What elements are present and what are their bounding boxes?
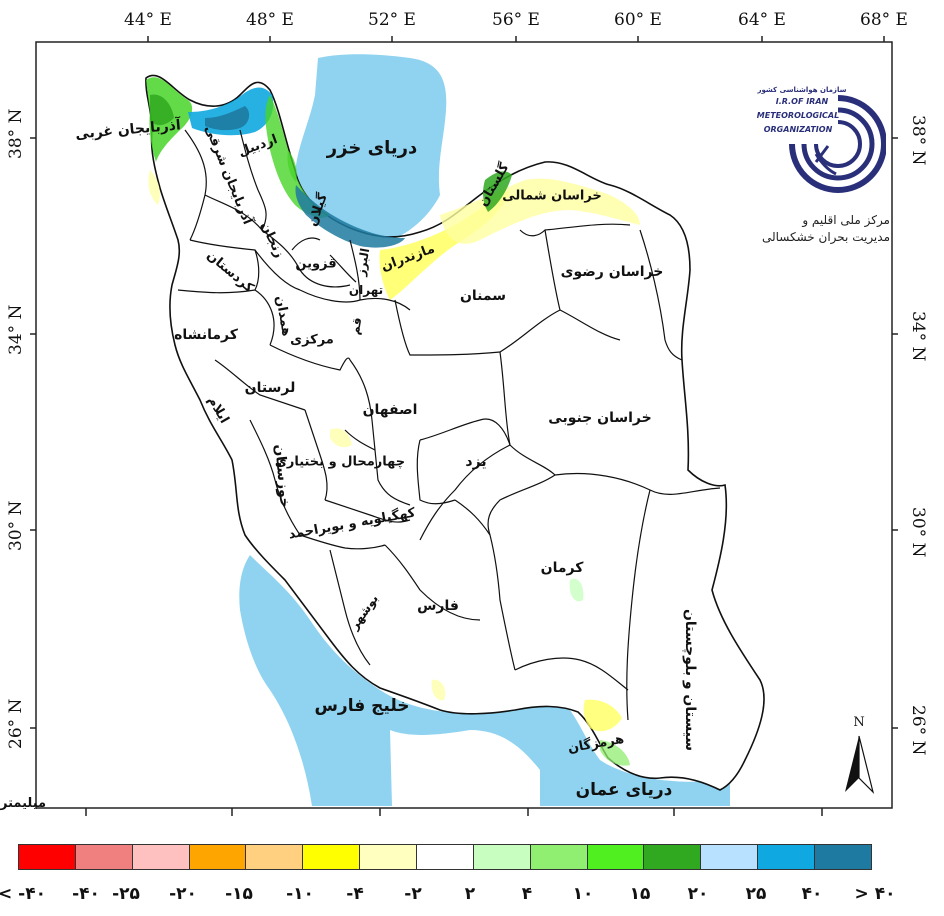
longitude-label: 64° E bbox=[738, 10, 786, 30]
legend-tick-label: -۴ bbox=[346, 884, 364, 904]
legend-tick-label: -۲ bbox=[404, 884, 422, 904]
bottom-ticks bbox=[85, 808, 823, 816]
color-legend bbox=[18, 844, 872, 870]
legend-tick-label: -۲۵ bbox=[112, 884, 140, 904]
legend-swatch bbox=[587, 845, 645, 869]
legend-swatch bbox=[815, 845, 871, 869]
legend-tick-label: > ۴۰ bbox=[854, 884, 896, 904]
legend-tick-label: ۲۵ bbox=[745, 884, 767, 904]
unit-label: میلیمتر bbox=[0, 796, 47, 811]
climate-center-line-1: مرکز ملی اقلیم و bbox=[802, 213, 890, 227]
legend-swatch bbox=[473, 845, 531, 869]
legend-swatch bbox=[189, 845, 247, 869]
province-label: خراسان شمالی bbox=[502, 188, 602, 204]
longitude-label: 44° E bbox=[124, 10, 172, 30]
north-arrow-icon: N bbox=[845, 715, 875, 794]
legend-swatch bbox=[75, 845, 133, 869]
longitude-label: 52° E bbox=[368, 10, 416, 30]
org-name-en-2: METEOROLOGICAL bbox=[757, 111, 839, 120]
legend-tick-label: < -۴۰ bbox=[0, 884, 46, 904]
oman-sea-label: دریای عمان bbox=[575, 780, 673, 800]
longitude-label: 68° E bbox=[860, 10, 908, 30]
longitude-label: 48° E bbox=[246, 10, 294, 30]
side-ticks bbox=[30, 137, 898, 729]
province-label: چهارمحال و بختیاری bbox=[274, 454, 406, 470]
province-label: لرستان bbox=[244, 380, 296, 396]
caspian-sea bbox=[293, 54, 447, 246]
org-name-en-3: ORGANIZATION bbox=[764, 125, 833, 134]
province-label: قم bbox=[347, 316, 365, 336]
legend-tick-label: ۴۰ bbox=[801, 884, 823, 904]
legend-tick-label: ۱۵ bbox=[629, 884, 651, 904]
province-label: خراسان جنوبی bbox=[548, 410, 652, 426]
north-arrow-label: N bbox=[853, 715, 864, 730]
province-borders bbox=[177, 129, 721, 721]
climate-center-caption: مرکز ملی اقلیم و مدیریت بحران خشکسالی bbox=[740, 212, 890, 246]
province-label: کرمانشاه bbox=[174, 327, 238, 343]
legend-tick-label: ۴ bbox=[521, 884, 533, 904]
legend-tick-label: ۱۰ bbox=[572, 884, 594, 904]
legend-tick-label: -۱۰ bbox=[286, 884, 314, 904]
persian-gulf bbox=[239, 555, 731, 806]
province-label: کرمان bbox=[540, 560, 584, 576]
iran-outline bbox=[145, 74, 765, 791]
legend-swatch bbox=[246, 845, 304, 869]
legend-tick-label: ۲ bbox=[464, 884, 476, 904]
anomaly-patches bbox=[146, 77, 640, 766]
province-label: اصفهان bbox=[362, 402, 418, 418]
meteorological-organization-logo: سازمان هواشناسی کشور I.R.OF IRAN METEORO… bbox=[756, 84, 886, 193]
province-label: خراسان رضوی bbox=[560, 264, 664, 280]
map-frame bbox=[35, 41, 893, 809]
legend-swatch bbox=[360, 845, 418, 869]
legend-tick-label: -۲۰ bbox=[169, 884, 197, 904]
legend-swatch bbox=[19, 845, 76, 869]
province-label: سیستان و بلوچستان bbox=[682, 608, 698, 752]
legend-swatch bbox=[530, 845, 588, 869]
top-ticks bbox=[147, 36, 885, 42]
legend-swatch bbox=[758, 845, 816, 869]
province-label: قزوین bbox=[295, 256, 337, 272]
longitude-label: 60° E bbox=[614, 10, 662, 30]
province-label: تهران bbox=[348, 283, 384, 297]
province-label: مرکزی bbox=[290, 332, 334, 348]
legend-tick-label: ۲۰ bbox=[687, 884, 709, 904]
legend-swatch bbox=[417, 845, 474, 869]
legend-swatch bbox=[303, 845, 361, 869]
caspian-sea-label: دریای خزر bbox=[326, 137, 418, 159]
persian-gulf-label: خلیج فارس bbox=[314, 696, 410, 716]
org-name-en-1: I.R.OF IRAN bbox=[776, 97, 829, 106]
province-label: فارس bbox=[417, 598, 459, 614]
legend-swatch bbox=[701, 845, 759, 869]
legend-swatch bbox=[644, 845, 702, 869]
province-label: سمنان bbox=[459, 288, 507, 304]
legend-tick-label: -۱۵ bbox=[225, 884, 253, 904]
province-label: یزد bbox=[465, 454, 487, 470]
longitude-label: 56° E bbox=[492, 10, 540, 30]
climate-center-line-2: مدیریت بحران خشکسالی bbox=[761, 230, 890, 244]
org-name-fa: سازمان هواشناسی کشور bbox=[757, 86, 847, 94]
legend-tick-label: -۴۰ bbox=[72, 884, 100, 904]
legend-swatch bbox=[132, 845, 190, 869]
